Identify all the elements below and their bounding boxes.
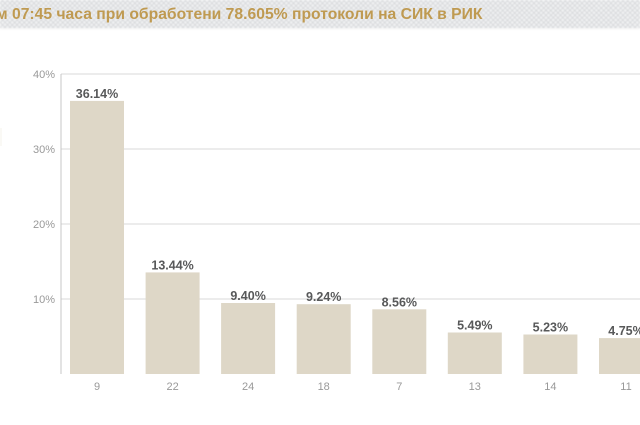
svg-text:36.14%: 36.14%: [76, 87, 118, 101]
svg-text:10%: 10%: [33, 294, 55, 306]
svg-text:24: 24: [242, 381, 254, 393]
svg-text:9.40%: 9.40%: [230, 289, 265, 303]
svg-text:11: 11: [620, 381, 631, 393]
svg-text:5.23%: 5.23%: [533, 321, 568, 335]
svg-text:13: 13: [469, 381, 481, 393]
svg-text:18: 18: [318, 381, 330, 393]
svg-text:30%: 30%: [33, 144, 55, 156]
svg-text:20%: 20%: [33, 219, 55, 231]
svg-text:13.44%: 13.44%: [151, 258, 193, 272]
svg-text:9: 9: [94, 381, 100, 393]
svg-text:40%: 40%: [33, 69, 55, 81]
svg-text:4.75%: 4.75%: [608, 324, 640, 338]
svg-text:9.24%: 9.24%: [306, 290, 341, 304]
svg-text:7: 7: [396, 381, 402, 393]
svg-text:22: 22: [166, 381, 178, 393]
svg-text:5.49%: 5.49%: [457, 319, 492, 333]
svg-text:14: 14: [544, 381, 556, 393]
svg-text:8.56%: 8.56%: [382, 295, 417, 309]
